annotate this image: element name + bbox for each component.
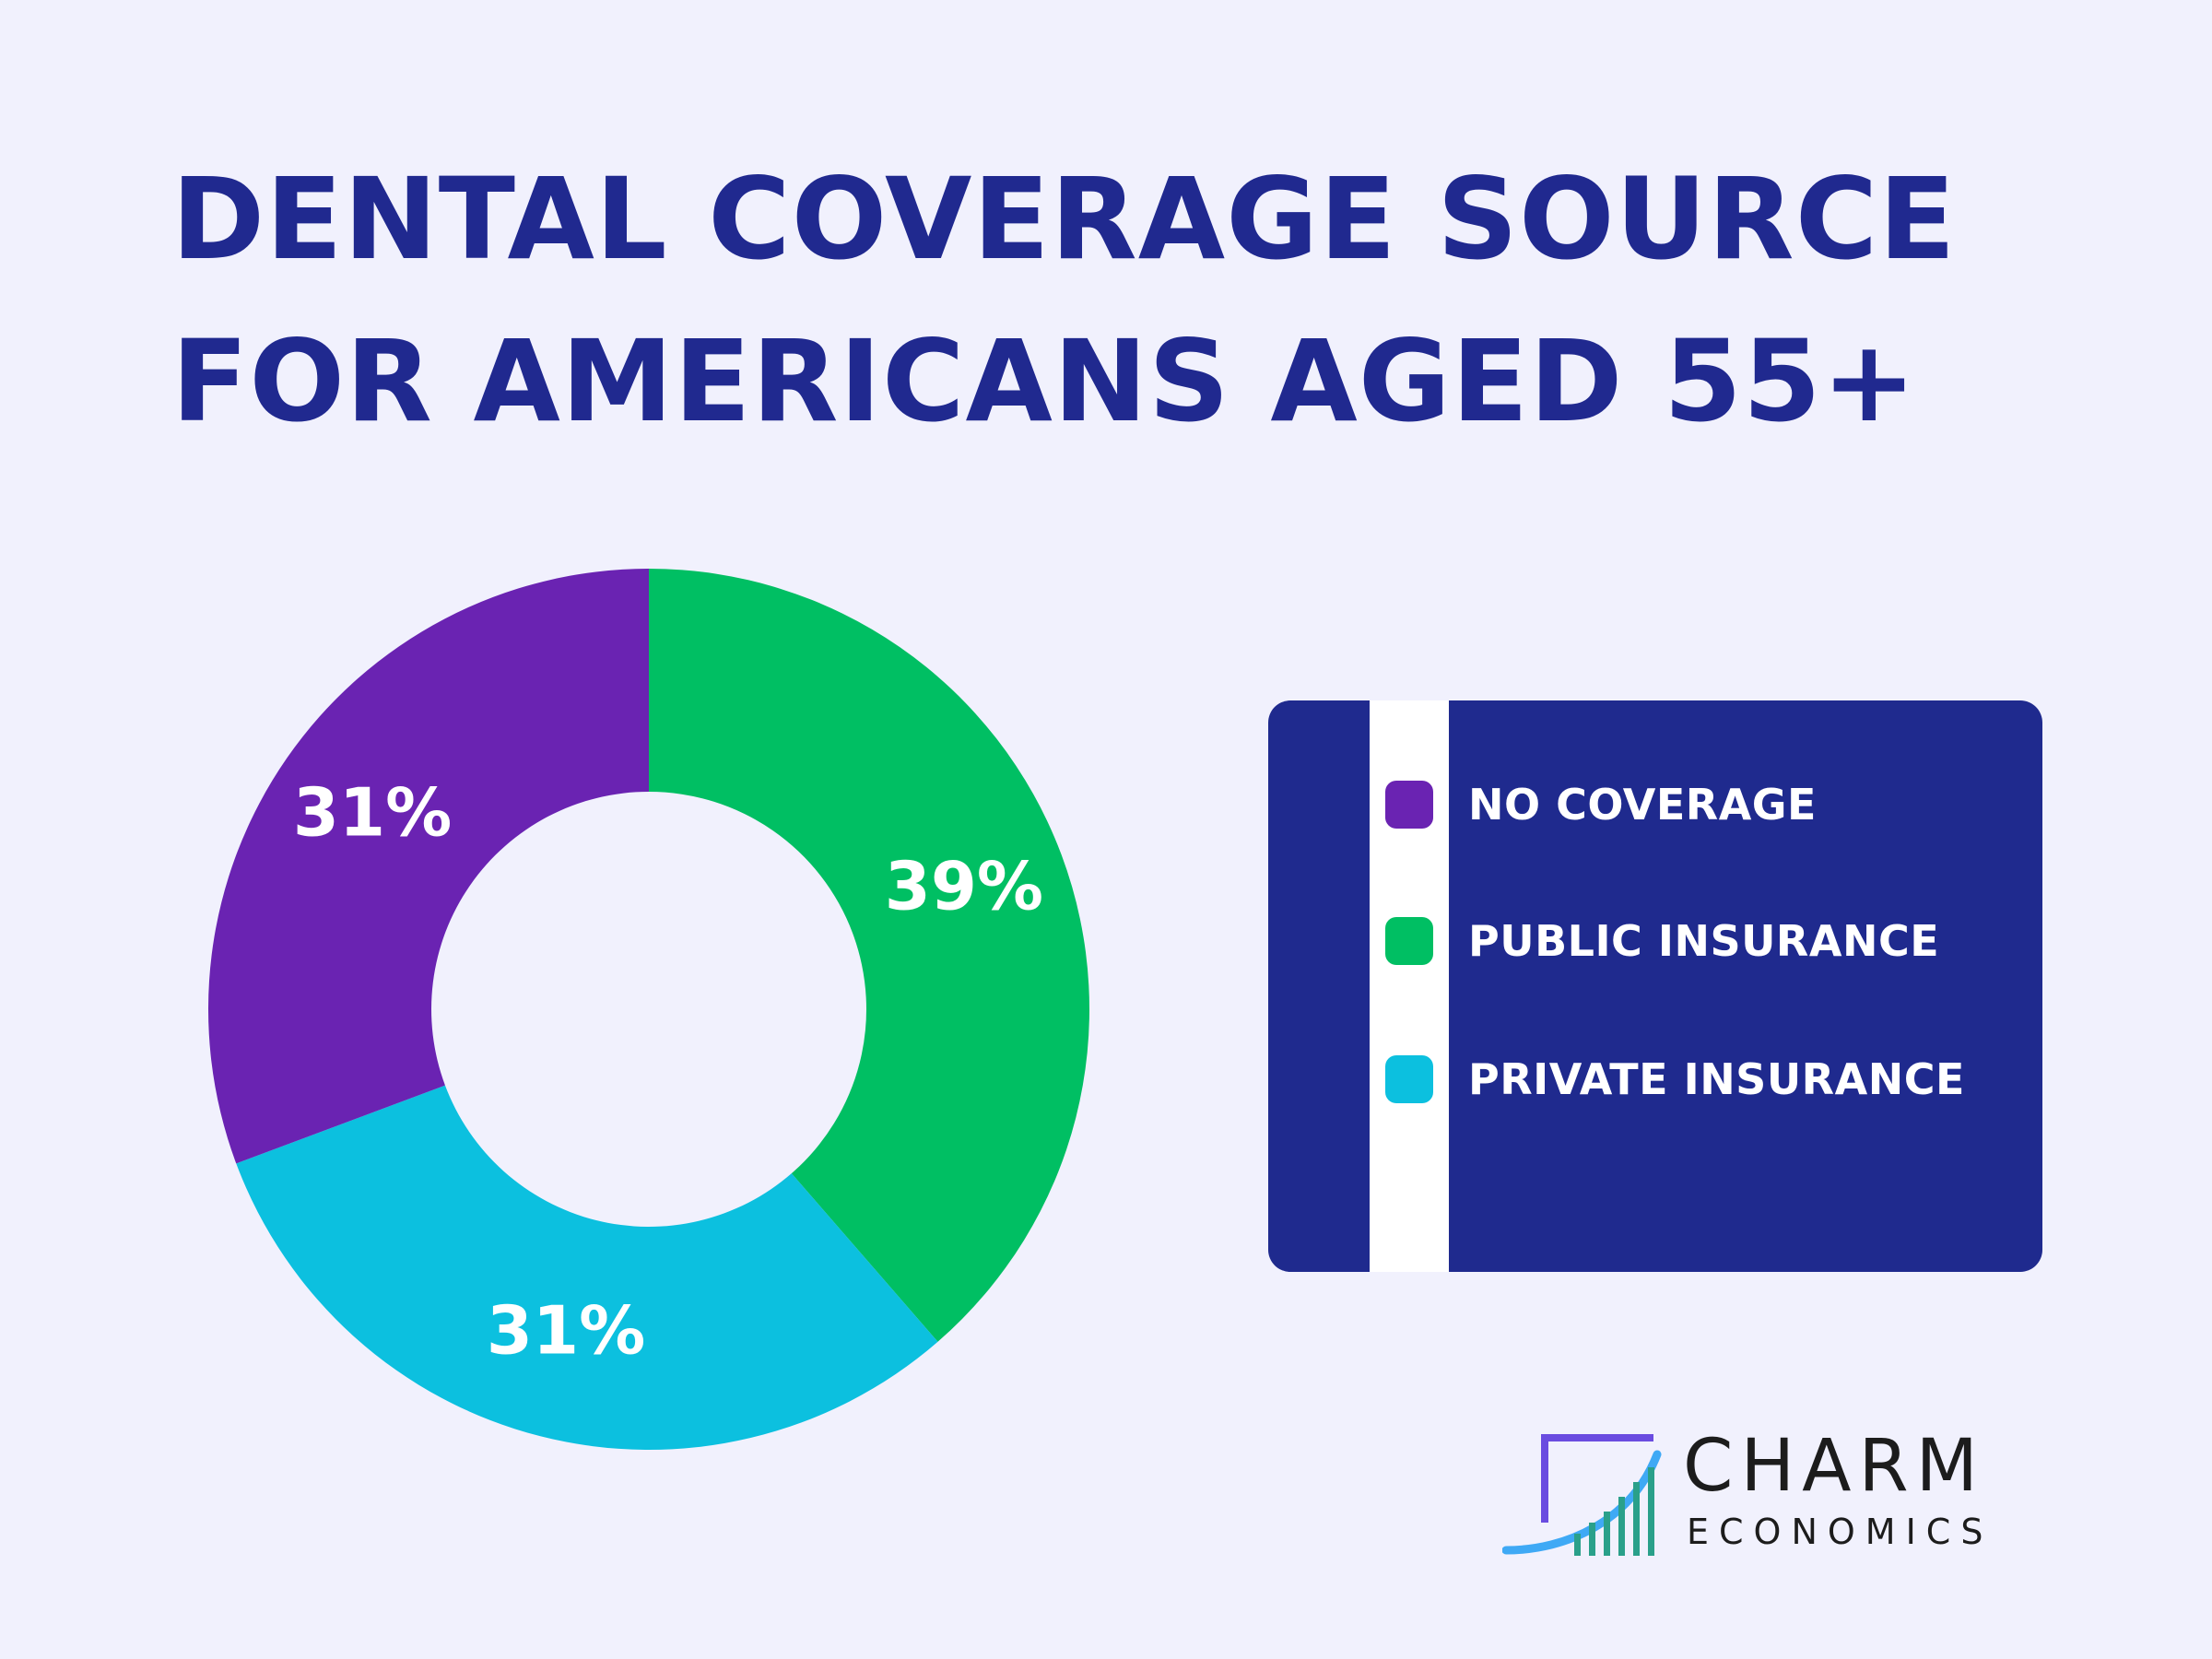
legend-item-public-insurance: PUBLIC INSURANCE [1385, 909, 1939, 973]
data-label-no-coverage: 31% [293, 773, 452, 851]
chart-title-line-1: DENTAL COVERAGE SOURCE [171, 154, 1957, 285]
donut-slice-private-insurance [236, 1085, 938, 1451]
legend-label-private-insurance: PRIVATE INSURANCE [1468, 1054, 1965, 1104]
legend-item-no-coverage: NO COVERAGE [1385, 772, 1817, 837]
donut-slice-public-insurance [649, 569, 1090, 1342]
legend-label-public-insurance: PUBLIC INSURANCE [1468, 916, 1940, 966]
legend-swatch-private-insurance [1385, 1055, 1433, 1103]
legend-label-no-coverage: NO COVERAGE [1468, 780, 1817, 830]
chart-title: DENTAL COVERAGE SOURCE FOR AMERICANS AGE… [171, 138, 2107, 463]
logo-wordmark-economics: ECONOMICS [1687, 1512, 1994, 1552]
legend-item-private-insurance: PRIVATE INSURANCE [1385, 1047, 1965, 1112]
legend: NO COVERAGE PUBLIC INSURANCE PRIVATE INSUR… [1268, 700, 2042, 1272]
logo-wordmark-charm: CHARM [1683, 1425, 1985, 1508]
data-label-private-insurance: 31% [487, 1291, 645, 1369]
donut-chart: 39% 31% 31% [207, 569, 1090, 1451]
donut-slice-no-coverage [207, 569, 649, 1164]
chart-title-line-2: FOR AMERICANS AGED 55+ [171, 316, 1917, 447]
legend-swatch-no-coverage [1385, 781, 1433, 829]
charm-economics-logo: CHARM ECONOMICS [1502, 1419, 2018, 1567]
legend-swatch-public-insurance [1385, 917, 1433, 965]
charm-economics-logo-icon [1502, 1434, 1662, 1556]
data-label-public-insurance: 39% [885, 848, 1043, 925]
